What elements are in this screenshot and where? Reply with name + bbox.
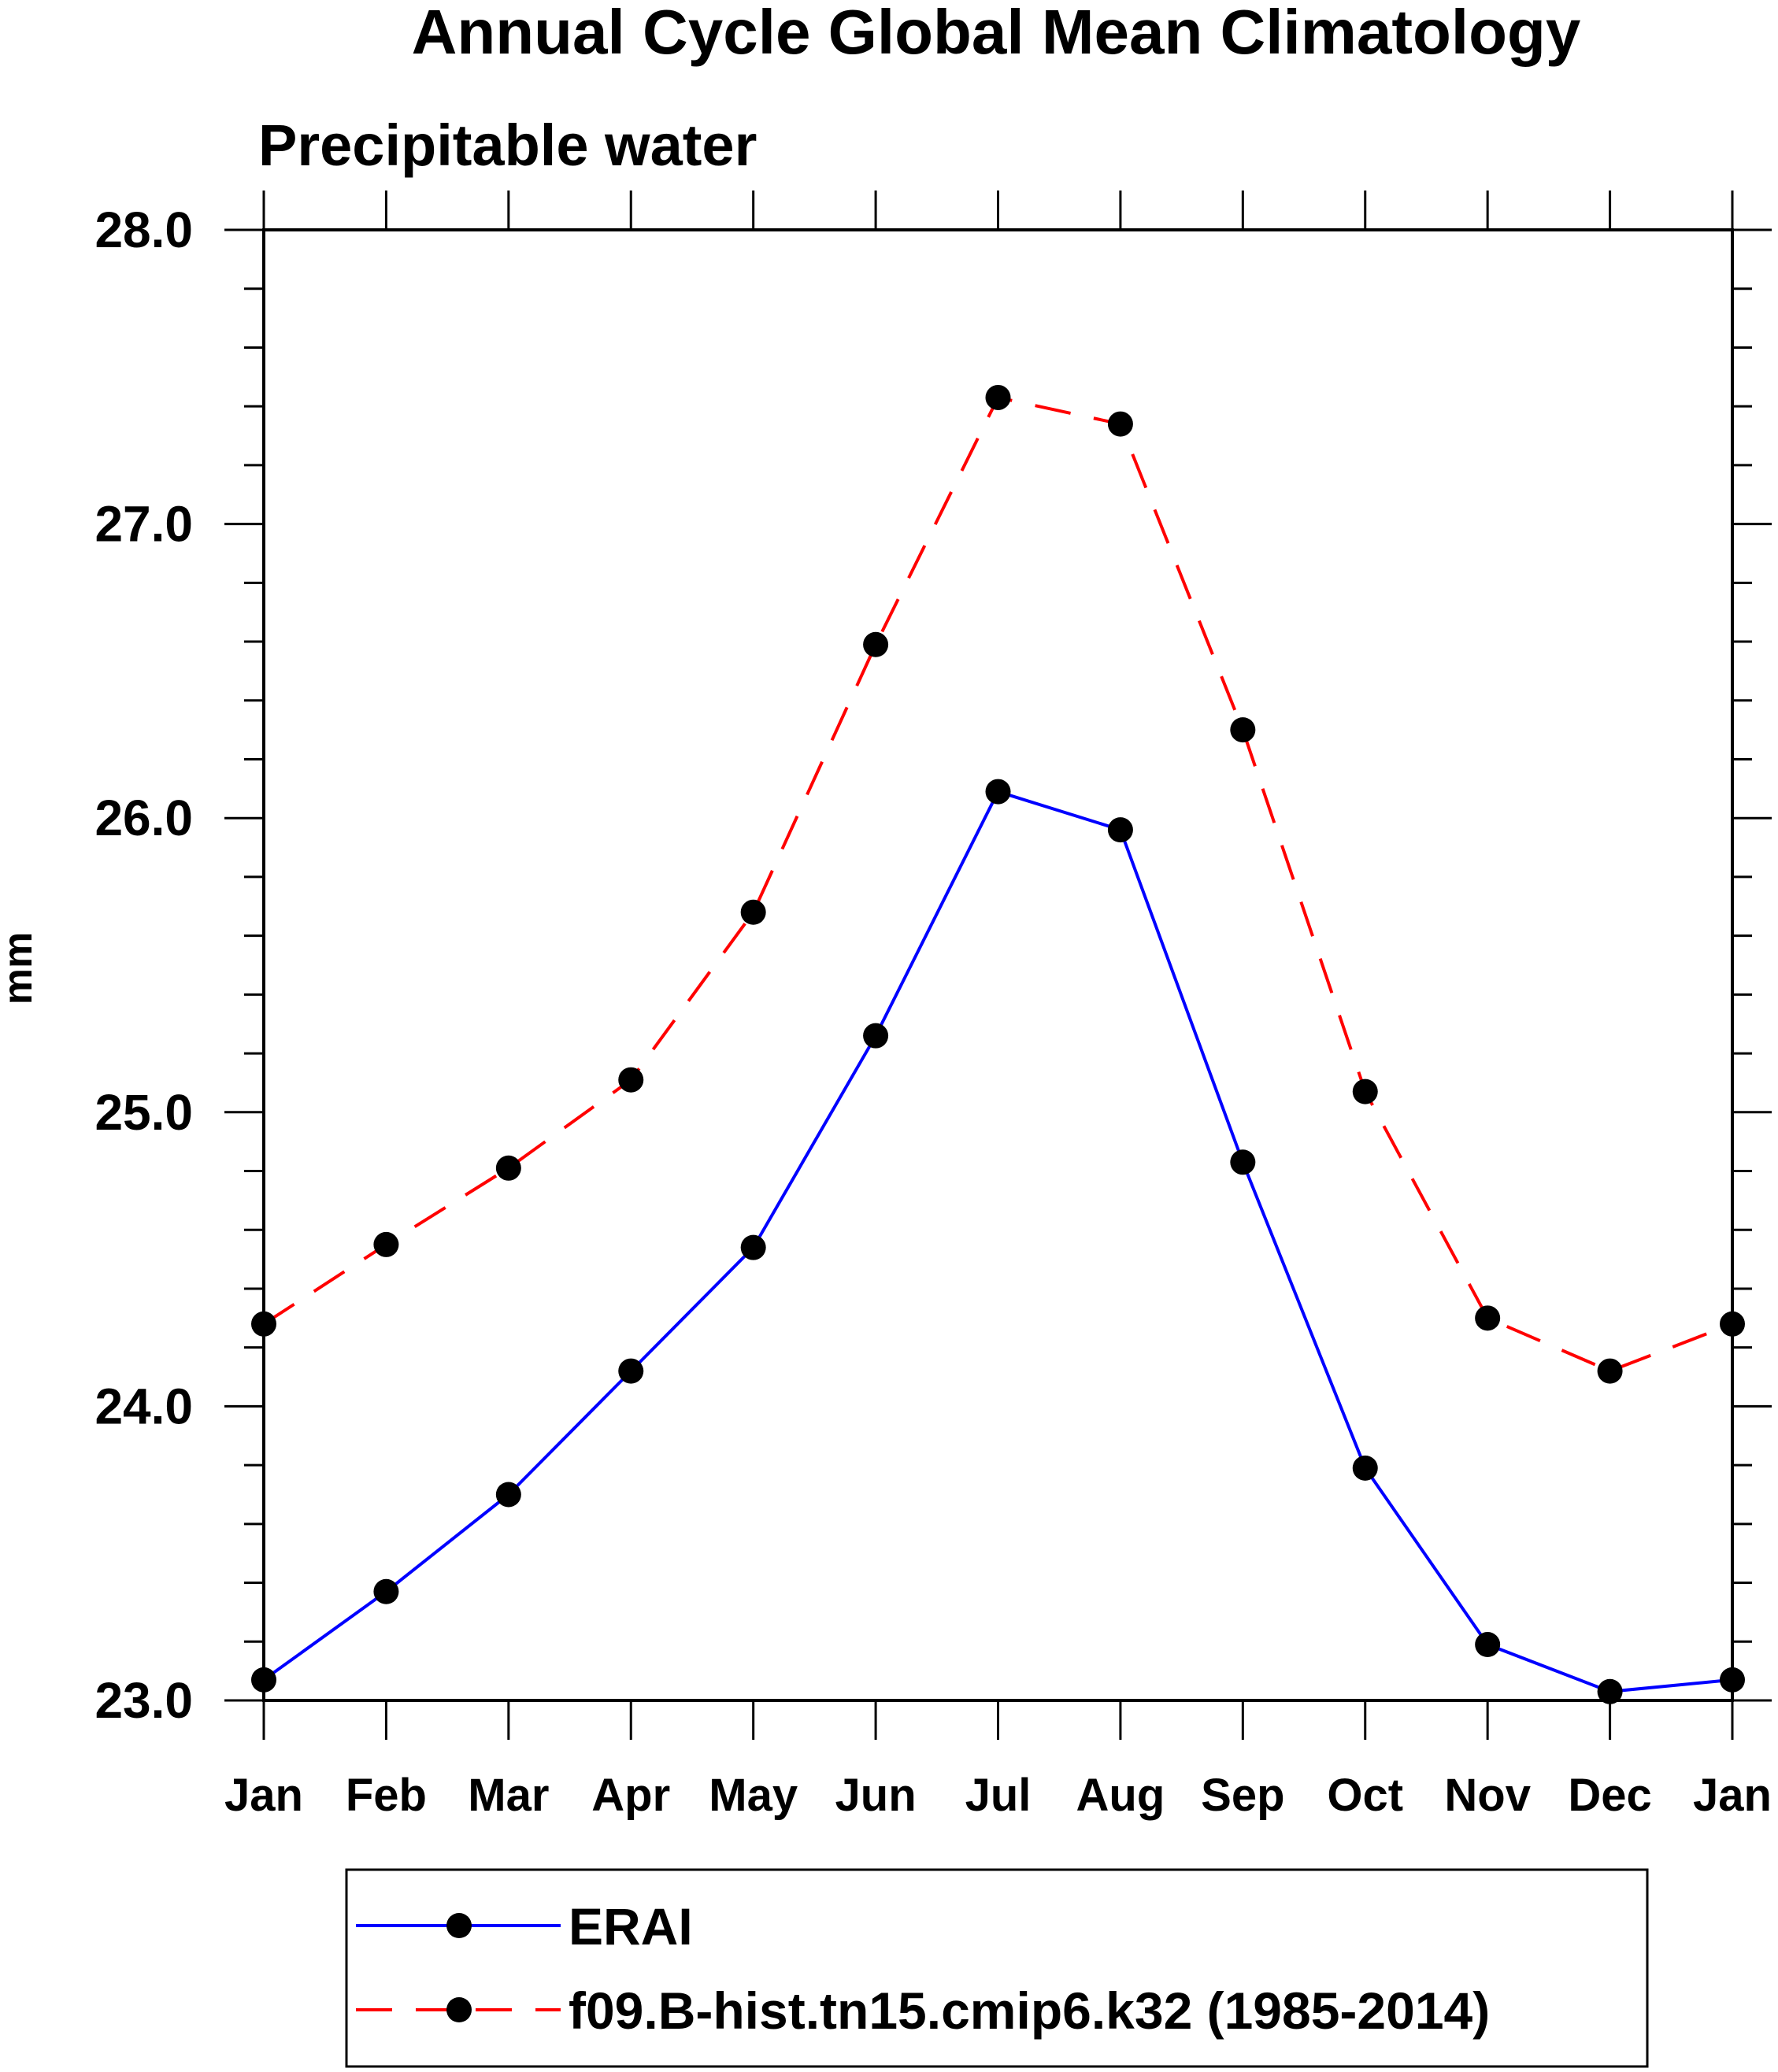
y-tick-labels: 23.0 24.0 25.0 26.0 27.0 28.0	[94, 202, 193, 1729]
data-point	[495, 1482, 521, 1508]
y-tick-label: 25.0	[94, 1084, 193, 1141]
data-point	[618, 1067, 644, 1093]
chart-subtitle: Precipitable water	[258, 113, 757, 178]
data-point	[373, 1578, 399, 1604]
y-axis-label: mm	[0, 932, 41, 1005]
chart-title: Annual Cycle Global Mean Climatology	[412, 0, 1581, 67]
x-tick-label: Apr	[591, 1770, 670, 1821]
legend-model-label: f09.B-hist.tn15.cmip6.k32 (1985-2014)	[569, 1981, 1490, 2040]
legend-model-marker	[446, 1997, 472, 2022]
data-point	[1230, 1149, 1256, 1175]
data-point	[740, 899, 766, 925]
data-point	[373, 1231, 399, 1257]
x-tick-label: Mar	[468, 1770, 549, 1821]
x-tick-label: Jul	[965, 1770, 1032, 1821]
series-line-1	[262, 395, 1733, 1373]
y-tick-label: 23.0	[94, 1672, 193, 1729]
data-point	[1107, 817, 1133, 843]
axis-ticks	[224, 191, 1772, 1740]
x-tick-label: Nov	[1444, 1770, 1531, 1821]
x-tick-label: Jan	[1693, 1770, 1772, 1821]
x-tick-label: May	[709, 1770, 798, 1821]
x-tick-labels: Jan Feb Mar Apr May Jun Jul Aug Sep Oct Nov Dec Jan	[224, 1770, 1772, 1821]
series	[251, 384, 1745, 1704]
x-tick-label: Oct	[1327, 1770, 1403, 1821]
x-tick-label: Aug	[1076, 1770, 1165, 1821]
data-point	[1230, 717, 1256, 743]
x-tick-label: Sep	[1201, 1770, 1284, 1821]
data-point	[618, 1358, 644, 1384]
plot-frame	[262, 228, 1734, 1702]
data-point	[495, 1155, 521, 1181]
data-point	[1475, 1632, 1501, 1658]
y-tick-label: 27.0	[94, 496, 193, 553]
data-point	[1352, 1455, 1378, 1481]
x-tick-label: Dec	[1568, 1770, 1651, 1821]
legend-erai-marker	[446, 1913, 472, 1938]
data-point	[863, 631, 889, 657]
data-point	[1597, 1678, 1623, 1704]
data-point	[1475, 1305, 1501, 1331]
data-point	[985, 384, 1011, 410]
data-point	[863, 1023, 889, 1049]
data-point	[985, 779, 1011, 805]
legend-box	[345, 1868, 1649, 2068]
x-tick-label: Jun	[835, 1770, 917, 1821]
y-tick-label: 24.0	[94, 1378, 193, 1434]
data-point	[1597, 1358, 1623, 1384]
legend-erai-label: ERAI	[569, 1897, 693, 1955]
data-point	[1107, 411, 1133, 437]
data-point	[1352, 1079, 1378, 1104]
legend: ERAI f09.B-hist.tn15.cmip6.k32 (1985-201…	[345, 1868, 1649, 2068]
x-tick-label: Jan	[224, 1770, 303, 1821]
y-tick-label: 26.0	[94, 790, 193, 846]
series-line-0	[262, 790, 1733, 1693]
x-tick-label: Feb	[346, 1770, 427, 1821]
data-point	[740, 1234, 766, 1260]
y-tick-label: 28.0	[94, 202, 193, 258]
